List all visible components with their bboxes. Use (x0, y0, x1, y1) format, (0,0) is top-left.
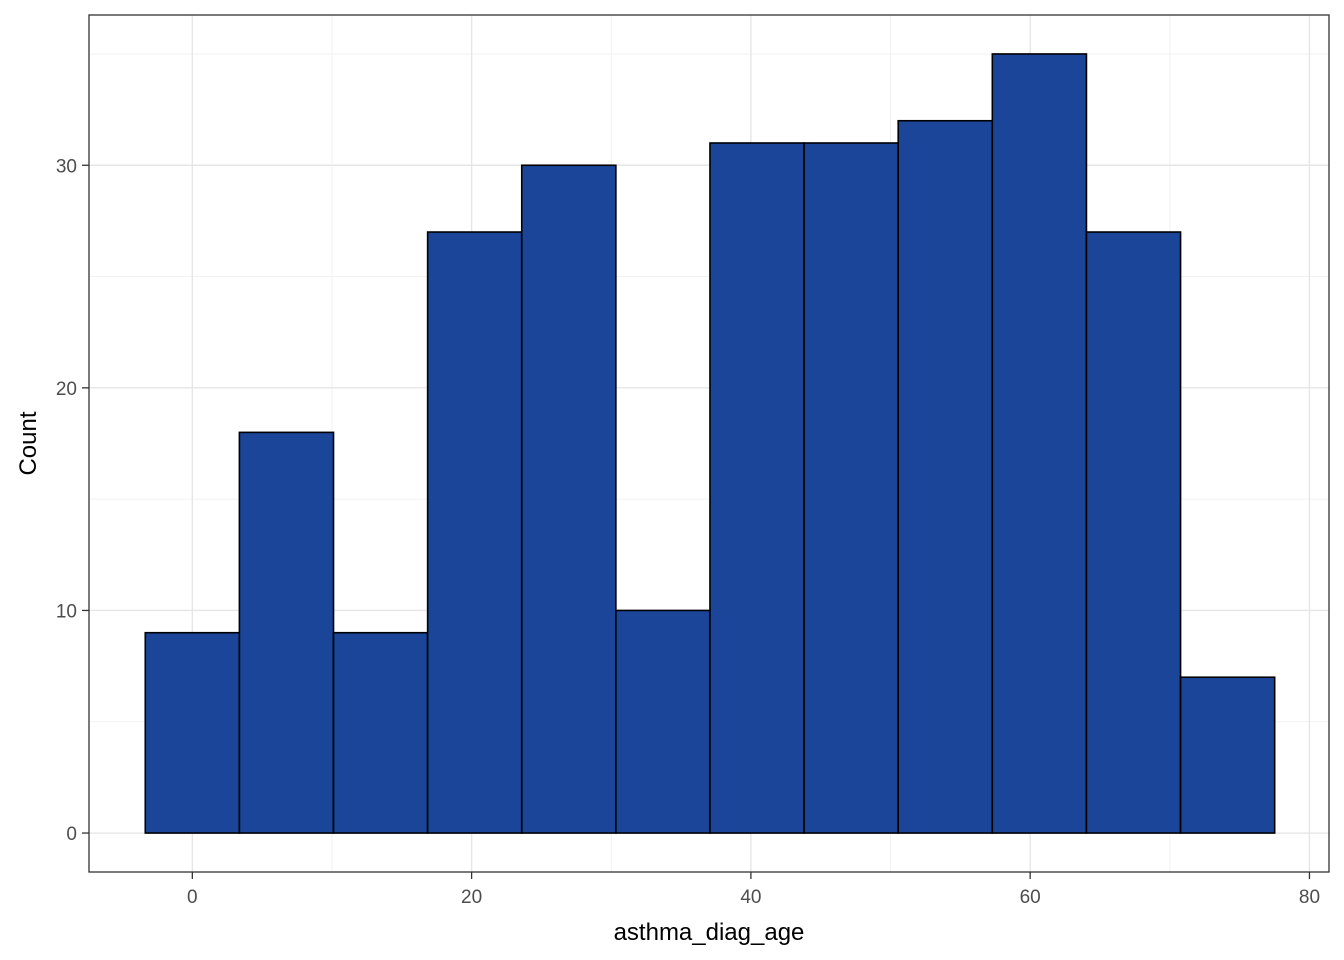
histogram-bar (144, 631, 241, 834)
histogram-bar (897, 119, 994, 834)
x-tick-label: 0 (187, 887, 198, 908)
histogram-bar (332, 631, 429, 834)
panel-border (88, 14, 1330, 873)
histogram-bar (803, 142, 900, 834)
x-tick-label: 60 (1020, 887, 1041, 908)
y-tick-label: 20 (56, 379, 77, 400)
bars (144, 53, 1276, 834)
y-axis-title: Count (15, 411, 42, 475)
y-axis-ticks: 0 10 20 30 (56, 156, 89, 845)
y-tick-label: 30 (56, 156, 77, 177)
x-tick-label: 40 (740, 887, 761, 908)
histogram-bar (615, 609, 711, 834)
x-tick-label: 80 (1299, 887, 1320, 908)
histogram-bar (238, 431, 335, 834)
histogram-bar (1179, 676, 1276, 834)
histogram-bar (426, 231, 523, 834)
histogram-bar (1085, 231, 1182, 834)
x-tick-label: 20 (461, 887, 482, 908)
histogram-bar (709, 142, 805, 834)
histogram-bar (991, 53, 1088, 834)
y-tick-label: 0 (66, 824, 77, 845)
y-tick-label: 10 (56, 601, 77, 622)
x-axis-title: asthma_diag_age (614, 919, 805, 946)
histogram-bar (520, 164, 617, 834)
x-axis-ticks: 0 20 40 60 80 (187, 872, 1320, 908)
